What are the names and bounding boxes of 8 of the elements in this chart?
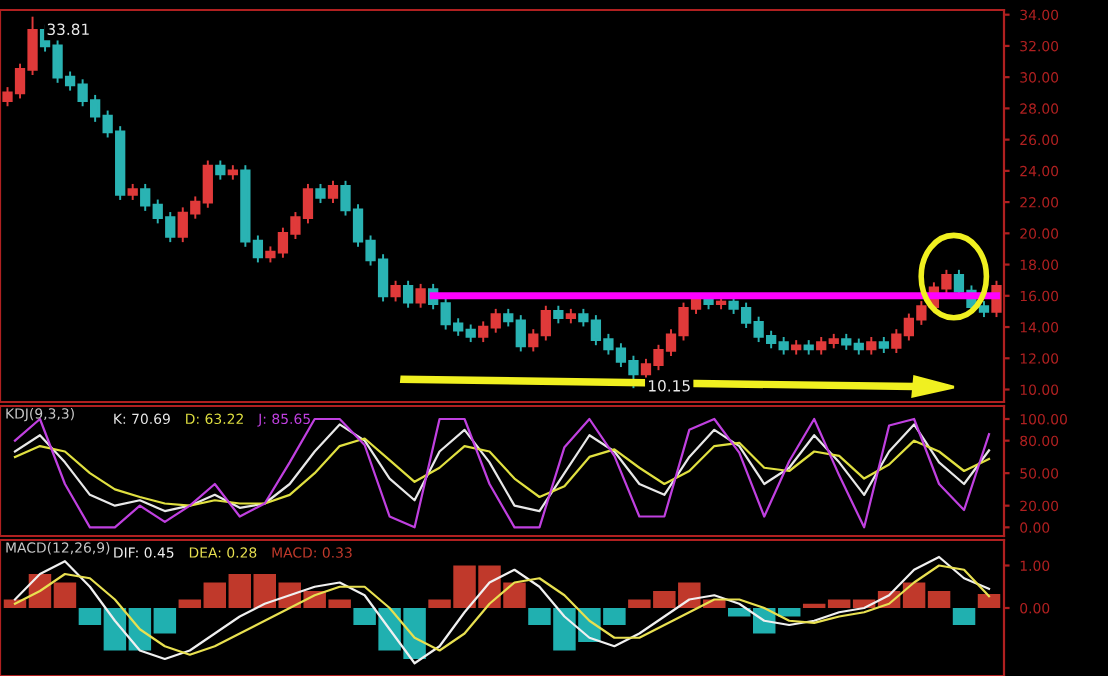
bar	[952, 608, 976, 625]
bar	[977, 593, 1001, 608]
candlestick	[390, 280, 401, 302]
line-series	[13, 423, 991, 513]
candlestick	[415, 283, 426, 308]
candlestick	[327, 180, 339, 204]
candlestick	[402, 280, 414, 308]
line-series	[13, 437, 991, 507]
